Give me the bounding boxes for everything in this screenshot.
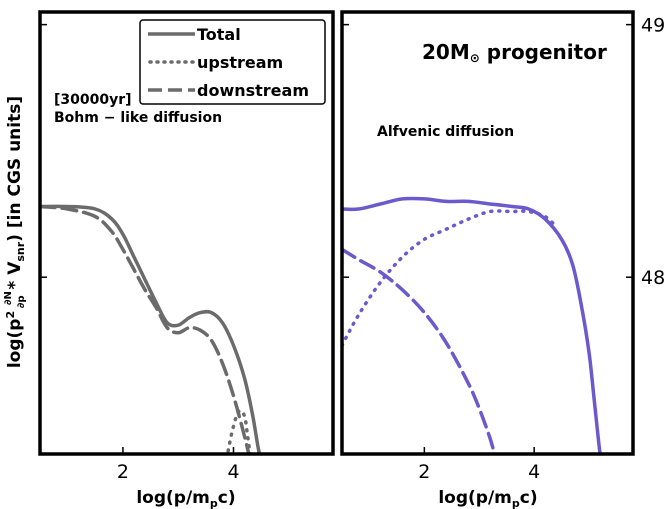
diffusion-annotation-left: Bohm − like diffusion (54, 110, 222, 126)
left-plot-frame (38, 10, 335, 456)
right-dashed-curve (342, 247, 497, 454)
left-curves (40, 204, 262, 454)
diffusion-annotation-right: Alfvenic diffusion (377, 124, 514, 140)
legend-total-label: Total (197, 25, 241, 44)
legend-downstream-label: downstream (197, 81, 309, 100)
x-tick-label: 4 (227, 461, 239, 483)
legend-upstream-label: upstream (197, 53, 283, 72)
age-annotation: [30000yr] (54, 92, 132, 108)
legend-box (139, 19, 326, 105)
y-axis-label: log(p2 ∂N ∂p * Vsnr) [in CGS units] (3, 96, 27, 368)
right-solid-curve (342, 196, 602, 454)
right-curves (342, 196, 602, 454)
x-tick-label: 2 (418, 461, 430, 483)
y-tick-label: 49 (641, 15, 665, 37)
right-dotted-curve (342, 209, 558, 348)
x-tick-label: 2 (117, 461, 129, 483)
right-panel: 2 4 48 49 20M⊙ progenitor Alfvenic diffusio… (340, 10, 665, 509)
right-x-axis-label: log(p/mpc) (438, 488, 537, 509)
left-dashed-curve (40, 204, 251, 454)
progenitor-title: 20M⊙ progenitor (422, 40, 607, 65)
left-dotted-curve (225, 408, 252, 454)
right-axis-ticks: 2 4 48 49 (342, 15, 665, 483)
x-tick-label: 4 (528, 461, 540, 483)
y-tick-label: 48 (641, 267, 665, 289)
y-axis-label-text: log(p2 ∂N ∂p * Vsnr) [in CGS units] (3, 96, 27, 368)
left-solid-curve (40, 204, 262, 454)
legend: Total upstream downstream (139, 19, 326, 105)
right-plot-frame (340, 10, 635, 456)
left-x-axis-label: log(p/mpc) (136, 488, 235, 509)
